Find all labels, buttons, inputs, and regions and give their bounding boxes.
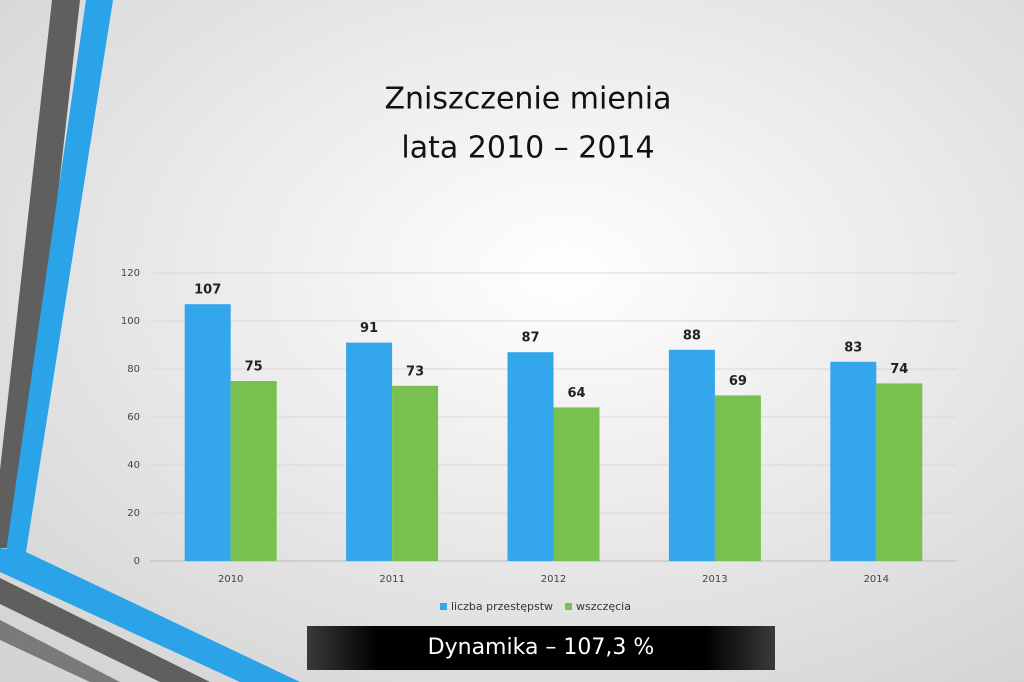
bar [553, 407, 600, 561]
x-tick-label: 2012 [541, 574, 566, 585]
y-tick-label: 120 [121, 268, 140, 279]
legend-swatch [565, 603, 573, 610]
value-label: 91 [360, 321, 378, 336]
value-label: 73 [406, 364, 424, 379]
legend-label: wszczęcia [576, 600, 631, 613]
y-tick-label: 100 [121, 316, 140, 327]
y-tick-label: 40 [127, 460, 140, 471]
decor-stripe [6, 0, 113, 552]
value-label: 75 [245, 360, 263, 375]
legend-swatch [440, 603, 447, 610]
x-tick-label: 2011 [379, 574, 404, 585]
bar [668, 349, 715, 561]
bar [714, 395, 761, 561]
bar [507, 352, 554, 561]
x-tick-label: 2013 [702, 574, 727, 585]
bar [184, 304, 231, 561]
y-tick-label: 60 [127, 412, 140, 423]
value-label: 83 [844, 340, 862, 355]
decor-stripe [0, 548, 300, 682]
y-tick-label: 20 [127, 508, 140, 519]
chart-title: Zniszczenie mienia [384, 82, 671, 117]
value-label: 74 [890, 362, 908, 377]
bar [830, 361, 877, 561]
decor-stripe [0, 620, 120, 682]
value-label: 64 [567, 386, 585, 401]
value-label: 88 [683, 328, 701, 343]
decor-stripe [0, 0, 80, 548]
x-tick-label: 2010 [218, 574, 243, 585]
value-label: 69 [729, 374, 747, 389]
value-label: 87 [521, 331, 539, 346]
value-label: 107 [194, 283, 221, 298]
x-tick-label: 2014 [864, 574, 889, 585]
chart-subtitle: lata 2010 – 2014 [401, 131, 654, 166]
bar [392, 385, 439, 561]
bar [230, 381, 277, 561]
y-tick-label: 80 [127, 364, 140, 375]
annotation: Dynamika – 107,3 % [428, 635, 655, 660]
y-tick-label: 0 [134, 556, 140, 567]
decor-stripe [0, 578, 210, 682]
legend-label: liczba przestępstw [451, 600, 553, 613]
bar [876, 383, 923, 561]
annotation-box [307, 626, 775, 670]
bar [346, 342, 393, 561]
